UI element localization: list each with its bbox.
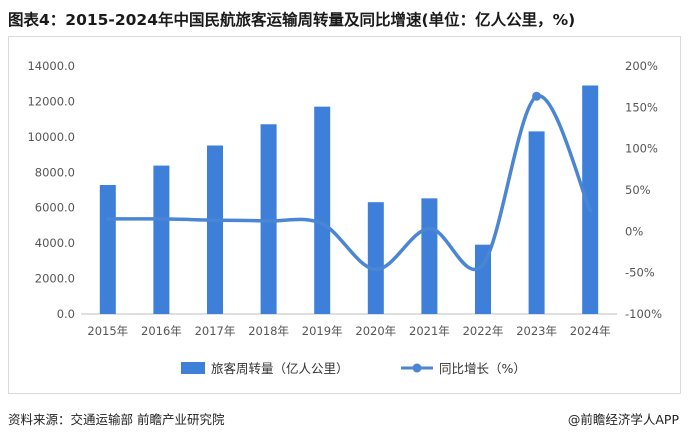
y-right-tick-label: -50% bbox=[625, 266, 655, 280]
bar bbox=[99, 184, 116, 314]
legend-line-marker bbox=[412, 363, 422, 373]
bar bbox=[421, 198, 438, 314]
x-tick-label: 2017年 bbox=[195, 324, 236, 338]
bar bbox=[314, 106, 331, 314]
source-note: 资料来源：交通运输部 前瞻产业研究院 bbox=[8, 412, 225, 427]
y-left-tick-label: 12000.0 bbox=[27, 94, 75, 108]
combo-chart: 0.0 2000.0 4000.0 6000.0 8000.0 10000.0 12000.… bbox=[27, 59, 662, 376]
bar bbox=[367, 202, 384, 314]
x-tick-label: 2015年 bbox=[87, 324, 128, 338]
chart-title: 图表4：2015-2024年中国民航旅客运输周转量及同比增速(单位：亿人公里，%… bbox=[8, 11, 576, 29]
bar bbox=[153, 165, 170, 314]
x-tick-label: 2019年 bbox=[302, 324, 343, 338]
x-tick-label: 2018年 bbox=[248, 324, 289, 338]
y-right-tick-label: 0% bbox=[625, 224, 643, 238]
brand-credit: @前瞻经济学人APP bbox=[567, 412, 679, 427]
y-right-tick-label: 100% bbox=[625, 142, 658, 156]
bar bbox=[528, 131, 545, 314]
x-tick-label: 2020年 bbox=[355, 324, 396, 338]
legend-bar-label: 旅客周转量（亿人公里） bbox=[211, 361, 349, 376]
y-right-tick-label: -100% bbox=[625, 307, 662, 321]
y-left-tick-label: 8000.0 bbox=[35, 165, 75, 179]
bar bbox=[582, 85, 599, 314]
y-right-tick-label: 50% bbox=[625, 183, 651, 197]
bar bbox=[207, 145, 223, 314]
y-right-tick-label: 200% bbox=[625, 59, 658, 73]
y-left-tick-label: 10000.0 bbox=[27, 130, 75, 144]
y-right-tick-label: 150% bbox=[625, 100, 658, 114]
x-tick-label: 2022年 bbox=[463, 324, 504, 338]
x-tick-label: 2021年 bbox=[409, 324, 450, 338]
growth-line bbox=[106, 94, 592, 272]
x-tick-label: 2023年 bbox=[516, 324, 557, 338]
x-tick-label: 2024年 bbox=[570, 324, 611, 338]
bar bbox=[260, 124, 277, 314]
legend-line-label: 同比增长（%） bbox=[439, 361, 526, 376]
y-left-tick-label: 14000.0 bbox=[27, 59, 75, 73]
y-left-tick-label: 2000.0 bbox=[35, 272, 75, 286]
legend-bar-swatch bbox=[181, 362, 205, 374]
y-left-tick-label: 0.0 bbox=[57, 307, 75, 321]
chart-area: 0.0 2000.0 4000.0 6000.0 8000.0 10000.0 12000.… bbox=[8, 36, 681, 394]
x-tick-label: 2016年 bbox=[141, 324, 182, 338]
y-left-tick-label: 6000.0 bbox=[35, 201, 75, 215]
bar bbox=[475, 244, 491, 314]
growth-line-point bbox=[532, 91, 542, 101]
y-left-tick-label: 4000.0 bbox=[35, 236, 75, 250]
